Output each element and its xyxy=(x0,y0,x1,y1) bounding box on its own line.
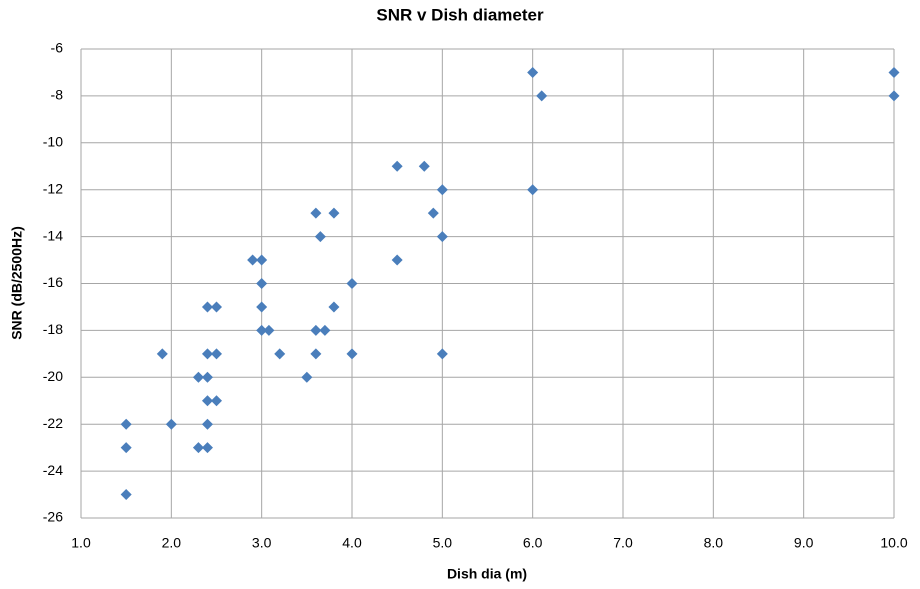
data-point xyxy=(888,90,900,102)
x-axis-label: Dish dia (m) xyxy=(447,566,527,582)
data-point xyxy=(201,442,213,454)
data-point xyxy=(536,90,548,102)
data-point xyxy=(314,231,326,243)
y-tick-label: -26 xyxy=(43,509,63,525)
y-tick-label: -16 xyxy=(43,274,63,290)
data-point xyxy=(418,160,430,172)
x-tick-label: 10.0 xyxy=(880,535,907,551)
data-point xyxy=(391,160,403,172)
data-point xyxy=(192,442,204,454)
data-point xyxy=(256,301,268,313)
y-tick-label: -24 xyxy=(43,462,63,478)
data-point xyxy=(247,254,259,266)
x-tick-label: 4.0 xyxy=(342,535,362,551)
data-point xyxy=(527,184,539,196)
y-tick-label: -14 xyxy=(43,227,63,243)
data-point xyxy=(391,254,403,266)
data-point xyxy=(256,324,268,336)
data-point xyxy=(319,324,331,336)
data-point xyxy=(427,207,439,219)
y-tick-label: -12 xyxy=(43,180,63,196)
data-point xyxy=(256,254,268,266)
data-point xyxy=(256,278,268,289)
data-point xyxy=(165,418,177,430)
data-point xyxy=(201,301,213,313)
data-point xyxy=(436,231,448,243)
data-point xyxy=(211,301,222,313)
data-point xyxy=(328,301,340,313)
data-point xyxy=(120,489,132,501)
data-point xyxy=(120,418,132,430)
chart-title: SNR v Dish diameter xyxy=(376,5,544,24)
x-tick-label: 1.0 xyxy=(71,535,91,551)
data-point xyxy=(201,371,213,383)
data-point xyxy=(310,348,322,360)
data-point xyxy=(888,66,900,78)
x-tick-label: 5.0 xyxy=(433,535,453,551)
y-tick-label: -22 xyxy=(43,415,63,431)
y-tick-label: -8 xyxy=(51,87,64,103)
data-point xyxy=(346,278,358,289)
x-tick-label: 8.0 xyxy=(704,535,724,551)
y-tick-label: -10 xyxy=(43,134,63,150)
data-point xyxy=(346,348,358,360)
y-tick-label: -6 xyxy=(51,40,64,56)
x-tick-label: 7.0 xyxy=(613,535,633,551)
data-point xyxy=(436,184,448,196)
data-point xyxy=(211,395,222,407)
data-point xyxy=(156,348,168,360)
x-tick-label: 9.0 xyxy=(794,535,814,551)
x-tick-label: 6.0 xyxy=(523,535,543,551)
data-point xyxy=(211,348,222,360)
data-point xyxy=(328,207,340,219)
data-point xyxy=(201,395,213,407)
data-point xyxy=(301,371,313,383)
data-point xyxy=(527,66,539,78)
x-tick-label: 3.0 xyxy=(252,535,272,551)
data-point xyxy=(310,207,322,219)
x-tick-label: 2.0 xyxy=(162,535,182,551)
data-point xyxy=(310,324,322,336)
data-point xyxy=(120,442,132,454)
y-axis-label: SNR (dB/2500Hz) xyxy=(9,226,25,340)
y-tick-label: -20 xyxy=(43,368,63,384)
data-point xyxy=(201,348,213,360)
data-point xyxy=(436,348,448,360)
y-tick-label: -18 xyxy=(43,321,63,337)
data-point xyxy=(274,348,286,360)
data-point xyxy=(201,418,213,430)
data-point xyxy=(263,324,275,336)
data-point xyxy=(192,371,204,383)
